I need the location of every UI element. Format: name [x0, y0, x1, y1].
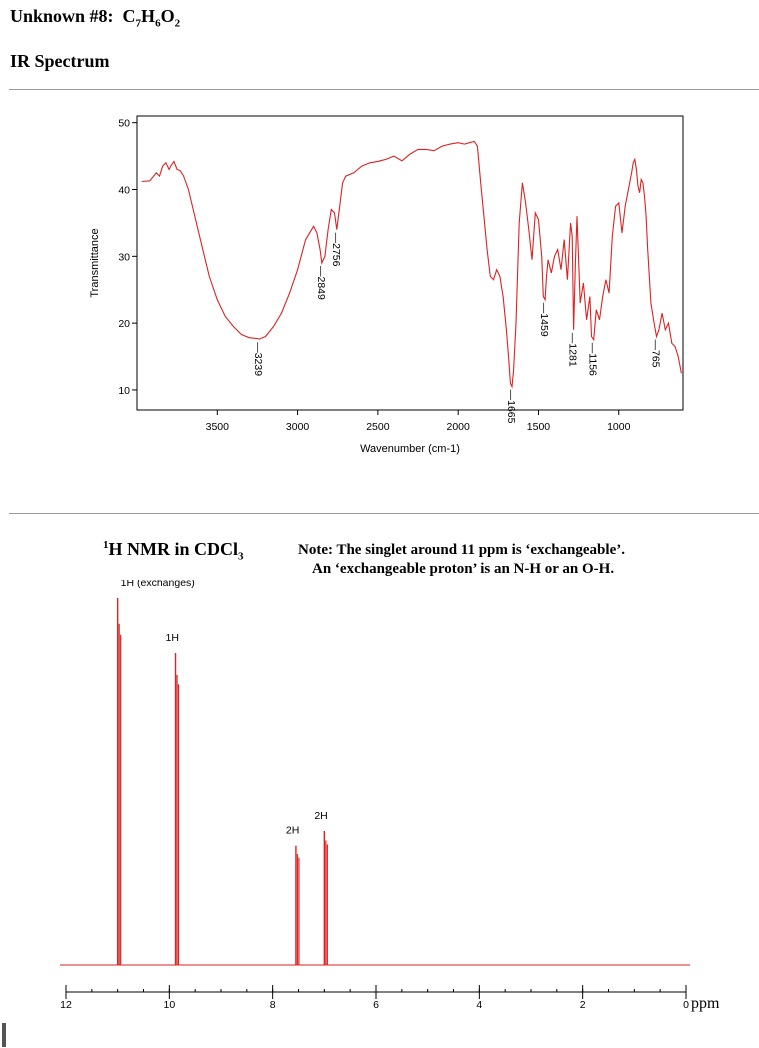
- unknown-label: Unknown #8:: [10, 6, 114, 26]
- ir-peak-label: —1156: [587, 343, 599, 376]
- corner-mark: [2, 1023, 6, 1047]
- formula-subscript: 2: [174, 17, 181, 30]
- divider-top: [9, 89, 759, 90]
- ir-peak-label: —3239: [252, 342, 264, 376]
- divider-middle: [9, 513, 759, 514]
- ir-x-tick-label: 2000: [446, 421, 470, 433]
- ir-peak-annotation: —2756: [330, 233, 342, 267]
- nmr-peak: 1H (exchanges): [116, 580, 195, 965]
- ir-spectrum-heading: IR Spectrum: [10, 51, 110, 71]
- nmr-note-line-1: Note: The singlet around 11 ppm is ‘exch…: [298, 542, 625, 558]
- nmr-peak-label: 1H: [166, 632, 179, 644]
- nmr-peak: 2H: [286, 825, 300, 965]
- nmr-peak: 2H: [314, 810, 328, 965]
- nmr-heading-sub: 3: [238, 550, 244, 563]
- ir-peak-annotation: —2849: [315, 266, 327, 300]
- ir-peak-annotation: —3239: [252, 342, 264, 376]
- ir-peak-label: —765: [650, 340, 662, 368]
- ir-y-tick-label: 40: [118, 185, 130, 197]
- ir-peak-annotation: —1459: [538, 303, 550, 337]
- nmr-heading-main: H NMR in CDCl: [108, 539, 239, 559]
- nmr-peak: 1H: [166, 632, 180, 965]
- ir-y-axis-label: Transmittance: [89, 228, 101, 297]
- ir-y-tick-label: 30: [118, 251, 130, 263]
- ir-peak-annotation: —1281: [567, 333, 579, 367]
- nmr-peak-label: 2H: [286, 825, 299, 837]
- nmr-x-tick-label: 4: [476, 999, 482, 1011]
- formula-element: C: [122, 6, 136, 26]
- ir-peak-annotation: —1156: [587, 343, 599, 376]
- nmr-x-tick-label: 0: [683, 999, 689, 1011]
- formula-element: H: [141, 6, 156, 26]
- ir-spectrum-line: [141, 140, 682, 389]
- ir-x-tick-label: 3500: [206, 421, 230, 433]
- nmr-peak-label: 1H (exchanges): [121, 580, 195, 589]
- ir-y-tick-label: 10: [118, 385, 130, 397]
- ir-x-tick-label: 1000: [607, 421, 631, 433]
- nmr-x-tick-label: 12: [60, 999, 72, 1011]
- formula-subscript: 6: [155, 17, 161, 30]
- ir-x-tick-label: 1500: [527, 421, 551, 433]
- ir-peak-label: —2849: [315, 266, 327, 300]
- ir-x-axis-label: Wavenumber (cm-1): [360, 443, 460, 455]
- ir-plot-frame: [136, 115, 684, 411]
- ir-peak-label: —1459: [538, 303, 550, 337]
- nmr-spectrum-chart: 1H (exchanges) 1H 2H 2H 12 10 8 6 4 2 0 ppm: [60, 580, 720, 1012]
- page-title: Unknown #8: C7H6O2: [10, 6, 180, 30]
- ir-peak-annotation: —1665: [505, 390, 517, 424]
- ir-peak-annotation: —765: [650, 340, 662, 368]
- nmr-heading: 1H NMR in CDCl3: [103, 539, 244, 563]
- ir-y-tick-label: 20: [118, 318, 130, 330]
- ir-peak-label: —1281: [567, 333, 579, 367]
- ir-peak-label: —1665: [505, 390, 517, 424]
- ir-x-tick-label: 2500: [366, 421, 390, 433]
- formula-subscript: 7: [135, 17, 142, 30]
- nmr-x-axis-label: ppm: [691, 995, 720, 1012]
- formula-element: O: [160, 6, 175, 26]
- molecular-formula: C7H6O2: [122, 6, 181, 30]
- nmr-note-line-2: An ‘exchangeable proton’ is an N-H or an…: [312, 561, 615, 577]
- nmr-x-tick-label: 6: [373, 999, 379, 1011]
- nmr-x-tick-label: 8: [270, 999, 276, 1011]
- nmr-x-tick-label: 2: [580, 999, 586, 1011]
- ir-peak-label: —2756: [330, 233, 342, 267]
- ir-x-tick-label: 3000: [286, 421, 310, 433]
- nmr-note: Note: The singlet around 11 ppm is ‘exch…: [298, 541, 625, 579]
- nmr-peak-label: 2H: [314, 810, 327, 822]
- nmr-x-tick-label: 10: [163, 999, 175, 1011]
- ir-y-tick-label: 50: [118, 118, 130, 130]
- nmr-heading-sup: 1: [103, 539, 109, 551]
- ir-spectrum-chart: 3500 3000 2500 2000 1500 1000 10 20 30 40 50 —3239…: [89, 115, 684, 455]
